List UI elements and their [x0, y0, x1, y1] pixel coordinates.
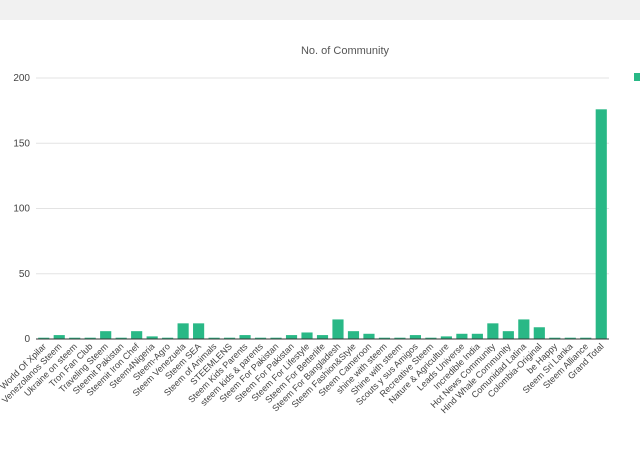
chart-title: No. of Community — [301, 45, 390, 57]
bar — [177, 323, 189, 339]
y-tick-label: 150 — [13, 138, 30, 149]
bar — [332, 319, 344, 339]
bar — [208, 337, 220, 339]
bar — [549, 337, 561, 339]
bar — [115, 337, 127, 339]
bar — [224, 337, 236, 339]
bar — [38, 337, 50, 339]
bar — [394, 337, 406, 339]
bar — [193, 323, 205, 339]
bar — [409, 335, 421, 339]
bar — [285, 335, 298, 339]
y-tick-label: 50 — [19, 269, 31, 280]
y-tick-label: 200 — [13, 73, 30, 84]
bar — [580, 337, 592, 339]
bar — [84, 337, 96, 339]
bar — [564, 337, 576, 339]
bar — [53, 335, 65, 339]
bar — [440, 336, 452, 339]
bar — [239, 335, 251, 339]
bar — [425, 337, 437, 339]
bar — [162, 337, 174, 339]
bar — [69, 337, 81, 339]
bar — [518, 319, 530, 339]
bar — [254, 337, 267, 339]
bar — [131, 331, 143, 339]
bar — [270, 337, 282, 339]
bar — [316, 335, 329, 339]
bar — [301, 332, 313, 339]
bar — [146, 336, 158, 339]
bar — [487, 323, 499, 339]
bar — [471, 333, 483, 339]
bar — [347, 331, 360, 339]
bar — [100, 331, 112, 339]
top-strip — [0, 0, 640, 20]
legend-swatch — [634, 73, 640, 81]
bar — [502, 331, 514, 339]
y-tick-label: 100 — [13, 204, 30, 215]
bar — [595, 109, 607, 339]
y-tick-label: 0 — [24, 334, 30, 345]
bar — [533, 327, 545, 339]
bar — [378, 337, 391, 339]
bar — [363, 333, 375, 339]
bar — [456, 333, 468, 339]
